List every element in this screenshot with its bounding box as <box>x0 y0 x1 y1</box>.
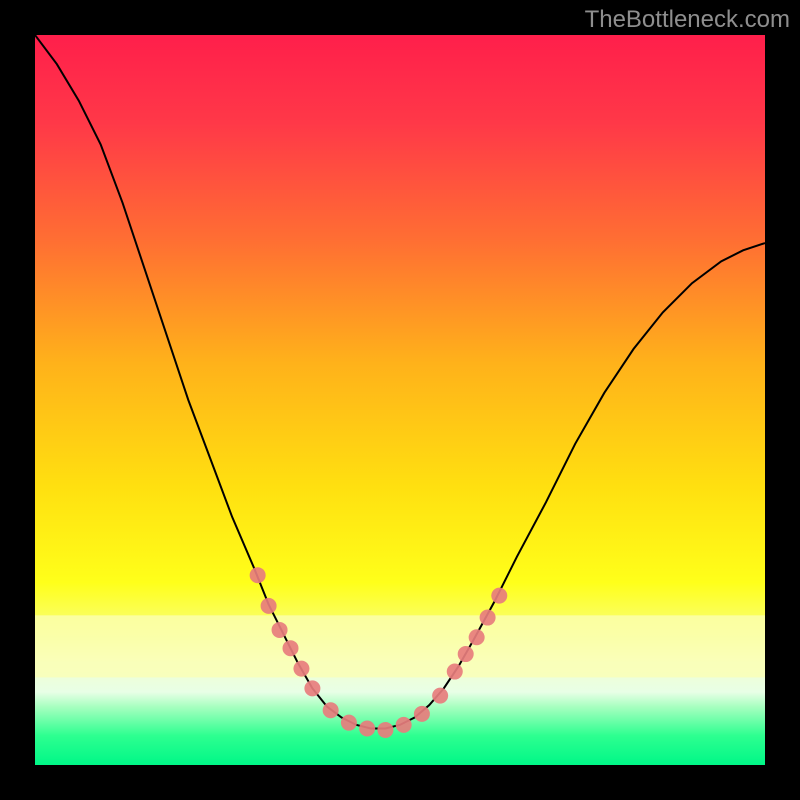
data-marker <box>469 629 485 645</box>
data-marker <box>341 715 357 731</box>
data-marker <box>272 622 288 638</box>
data-marker <box>261 598 277 614</box>
data-marker <box>304 680 320 696</box>
data-marker <box>396 717 412 733</box>
data-marker <box>447 664 463 680</box>
plot-area <box>35 35 765 765</box>
data-marker <box>432 688 448 704</box>
data-marker <box>250 567 266 583</box>
data-marker <box>359 721 375 737</box>
data-marker <box>377 722 393 738</box>
data-marker <box>414 706 430 722</box>
pale-band <box>35 615 765 677</box>
watermark-text: TheBottleneck.com <box>585 6 790 34</box>
data-marker <box>491 588 507 604</box>
data-marker <box>480 610 496 626</box>
data-marker <box>323 702 339 718</box>
data-marker <box>293 661 309 677</box>
data-marker <box>283 640 299 656</box>
data-marker <box>458 646 474 662</box>
chart-svg <box>35 35 765 765</box>
